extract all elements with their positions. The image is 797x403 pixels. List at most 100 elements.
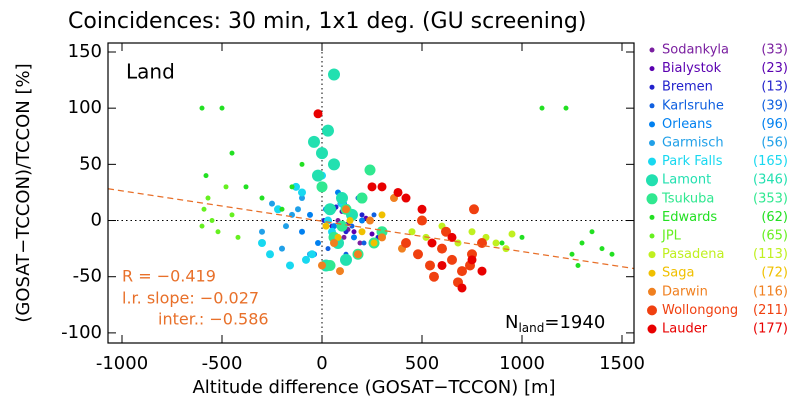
point [209, 218, 215, 224]
y-tick-label: 50 [79, 153, 102, 174]
point [299, 195, 305, 202]
legend-count: (39) [761, 98, 788, 113]
point [336, 267, 344, 276]
point [457, 266, 467, 277]
point [299, 228, 305, 235]
point [589, 229, 595, 235]
point [569, 251, 575, 257]
point [199, 223, 205, 229]
point [331, 223, 337, 230]
point [205, 195, 211, 201]
point [302, 255, 310, 264]
legend-marker [648, 157, 656, 166]
point [408, 228, 416, 236]
point [366, 216, 374, 225]
point [334, 233, 342, 241]
annotation: inter.: −0.586 [158, 310, 269, 329]
point [298, 188, 306, 197]
point [201, 206, 207, 212]
point [289, 184, 295, 190]
point [539, 105, 545, 111]
legend-label: Bialystok [662, 61, 722, 76]
point [357, 240, 363, 246]
legend-marker [649, 233, 655, 239]
point [437, 260, 447, 270]
point [286, 261, 294, 270]
point [359, 212, 365, 218]
point [469, 204, 479, 215]
point [279, 206, 285, 212]
point [401, 238, 411, 248]
point [492, 239, 500, 247]
legend-count: (23) [761, 61, 788, 76]
point [349, 223, 355, 229]
point [441, 226, 451, 237]
point [427, 238, 437, 248]
point [336, 192, 348, 205]
point [358, 228, 366, 236]
legend-label: Pasadena [662, 247, 724, 262]
point [508, 230, 516, 238]
legend-label: Bremen [662, 80, 713, 95]
point [447, 254, 457, 265]
point [313, 109, 323, 119]
point [330, 239, 338, 247]
point [229, 150, 235, 156]
point [315, 240, 321, 246]
point [259, 195, 265, 201]
legend-marker [649, 121, 655, 128]
n-value: =1940 [544, 312, 605, 333]
plot-frame [107, 42, 635, 344]
point [364, 164, 376, 176]
point [259, 228, 265, 235]
legend-count: (33) [761, 43, 788, 58]
point [243, 184, 249, 190]
legend-marker [649, 140, 655, 146]
legend-label: JPL [661, 229, 682, 244]
y-axis-label: (GOSAT−TCCON)/TCCON [%] [13, 63, 34, 322]
point [359, 217, 365, 224]
point [369, 231, 375, 237]
point [324, 259, 336, 271]
point [307, 211, 313, 218]
point [325, 246, 331, 252]
legend-count: (165) [753, 154, 788, 169]
point [295, 206, 301, 213]
n-subscript: land [518, 321, 544, 335]
point [356, 192, 368, 204]
legend-label: Garmisch [662, 136, 724, 151]
point [351, 234, 357, 241]
point [361, 240, 367, 246]
legend-label: Karlsruhe [662, 98, 724, 113]
legend-count: (346) [753, 173, 788, 188]
point [316, 181, 328, 193]
point [437, 243, 447, 254]
point [279, 245, 285, 252]
legend-marker [649, 66, 655, 72]
point [417, 204, 427, 214]
point [299, 161, 305, 167]
point [378, 233, 386, 242]
legend-count: (113) [753, 247, 788, 262]
point [354, 250, 362, 259]
legend-count: (13) [761, 80, 788, 95]
point [401, 193, 411, 203]
legend-count: (72) [761, 266, 788, 281]
point [322, 124, 334, 137]
point [219, 105, 225, 111]
point [563, 105, 569, 111]
fit-line [107, 188, 635, 270]
point [371, 212, 377, 218]
legend-marker [649, 214, 655, 220]
point [308, 250, 316, 259]
point [292, 182, 300, 191]
point [477, 266, 487, 276]
point [425, 260, 435, 271]
point [468, 228, 476, 236]
point [328, 158, 340, 171]
legend-marker [647, 324, 657, 334]
legend-label: Wollongong [662, 303, 738, 318]
legend-marker [646, 174, 658, 187]
panel-label: Land [126, 60, 175, 84]
